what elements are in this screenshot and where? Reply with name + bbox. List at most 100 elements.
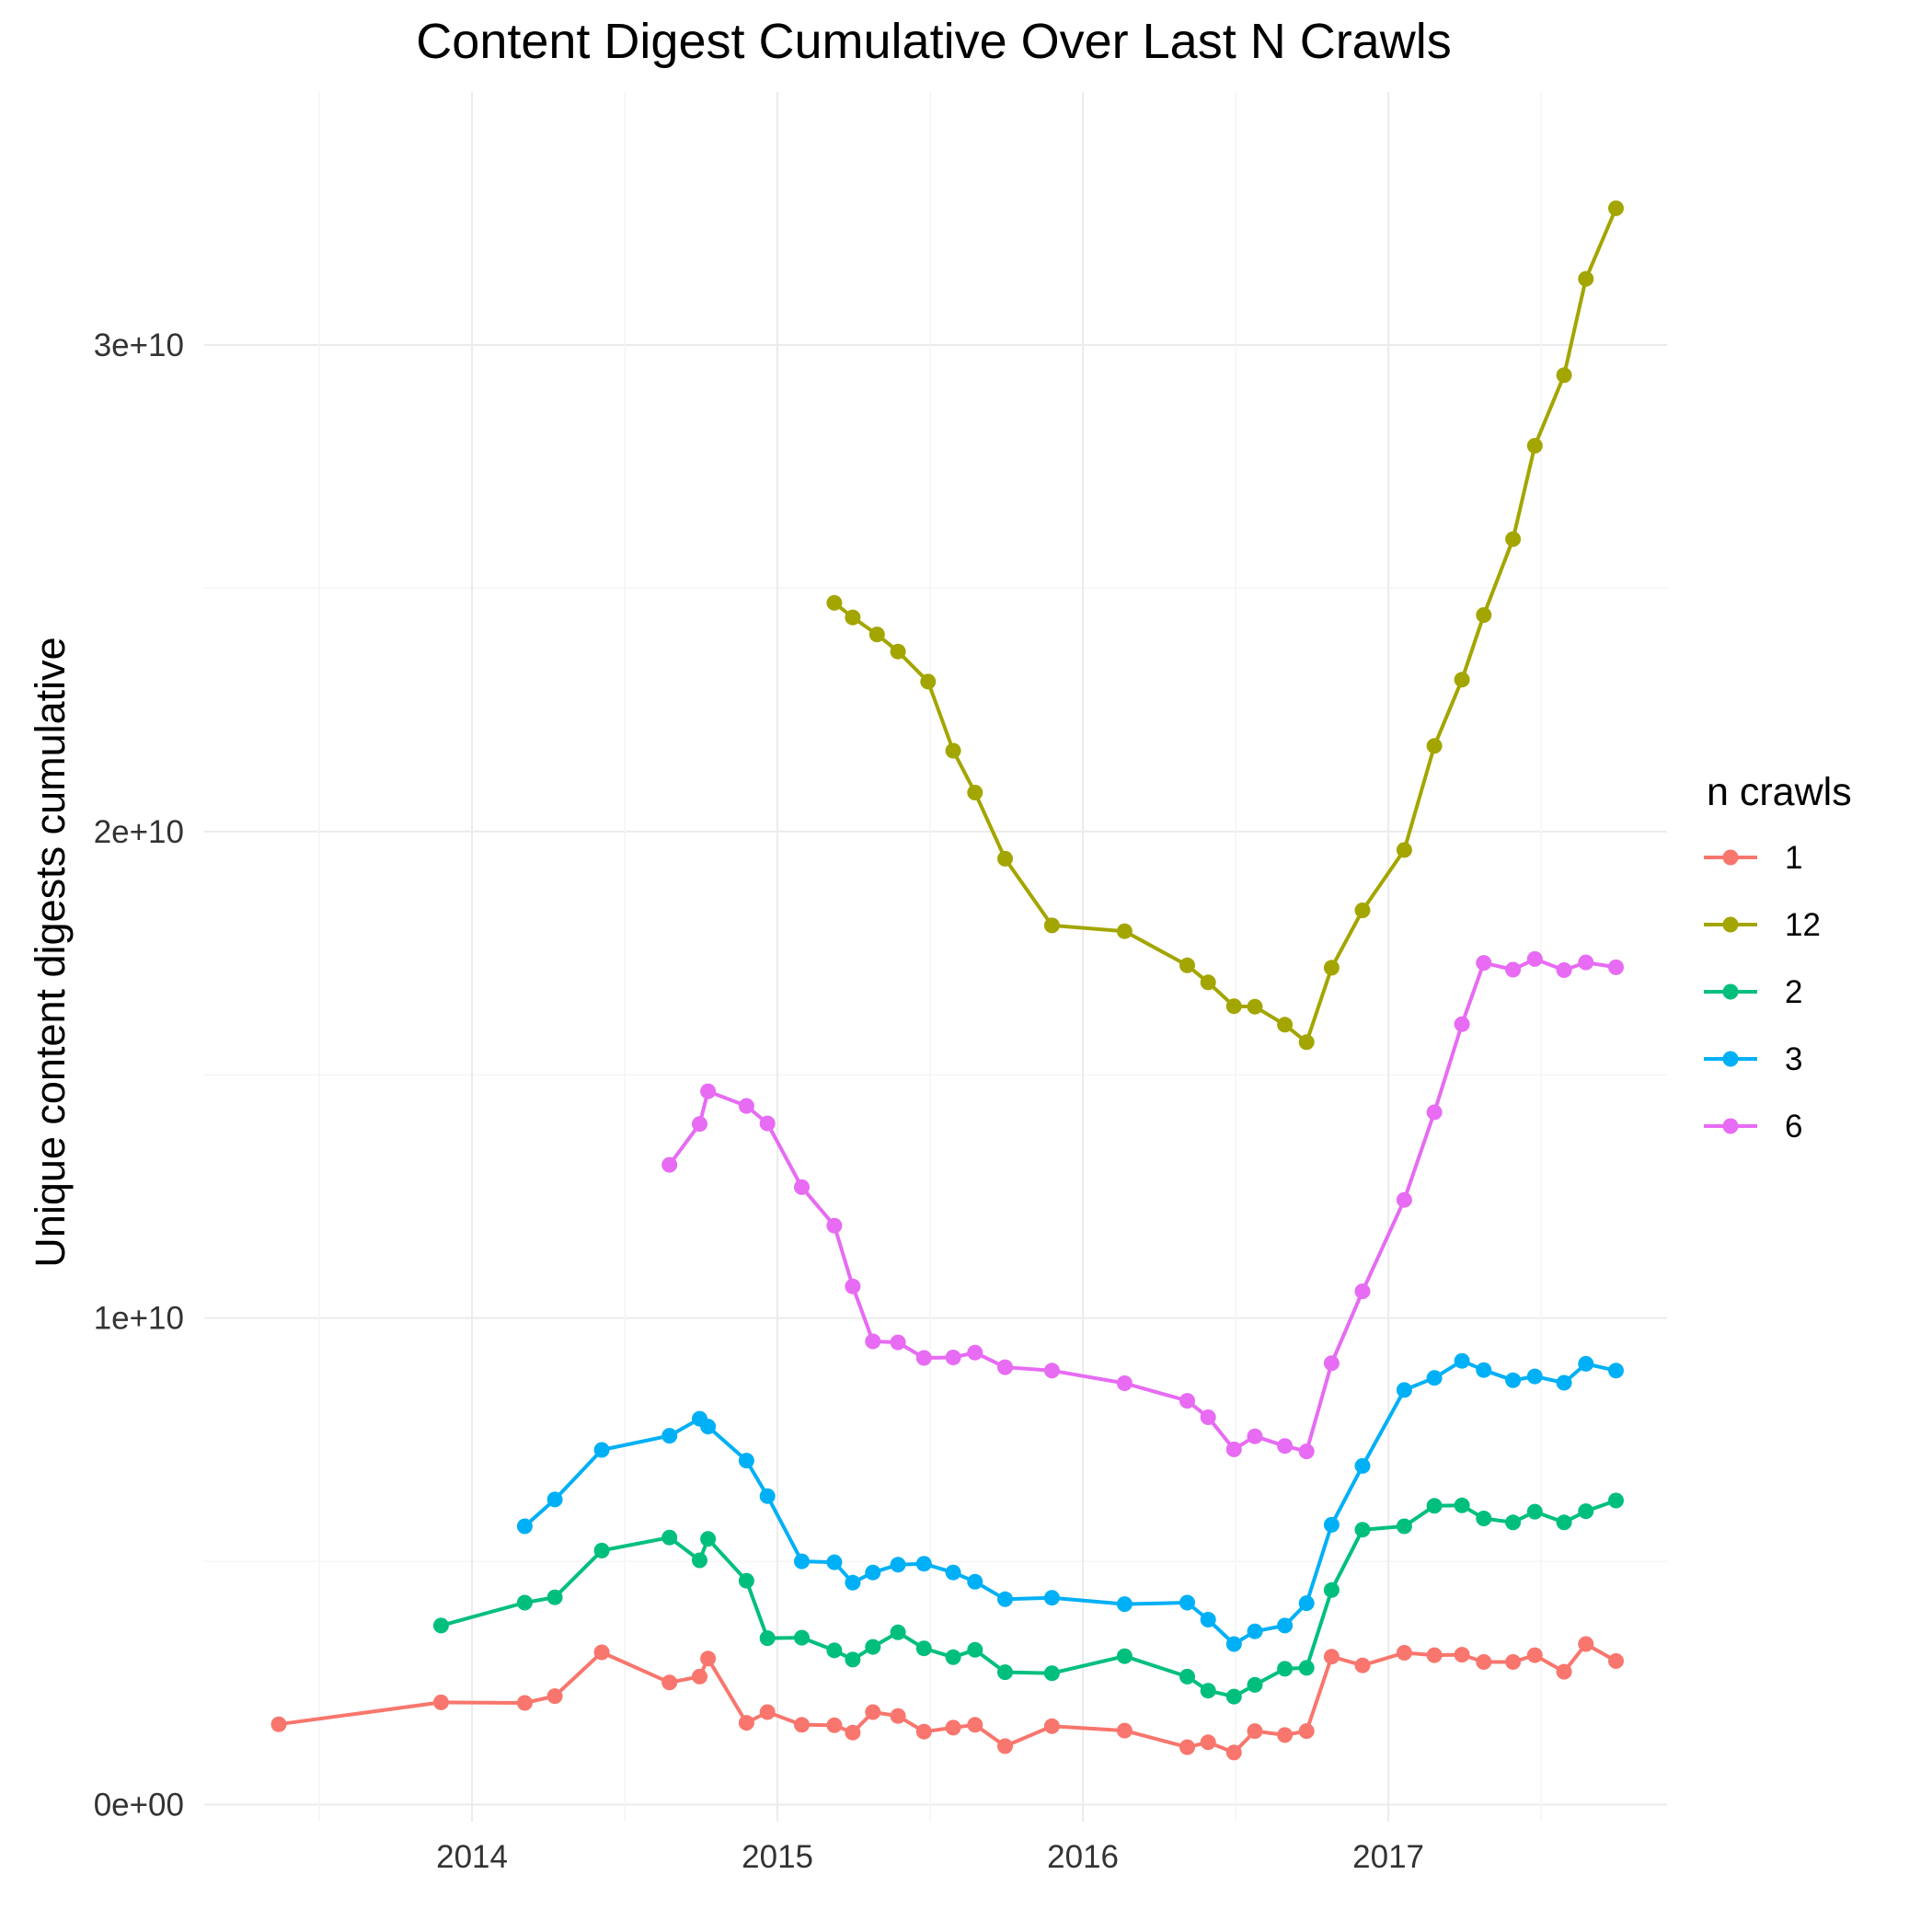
- data-point: [546, 1688, 563, 1705]
- data-point: [1225, 1441, 1242, 1457]
- data-point: [692, 1116, 707, 1133]
- data-point: [1116, 1648, 1133, 1664]
- data-point: [1200, 1734, 1216, 1751]
- data-point: [865, 1704, 881, 1720]
- data-point: [1526, 438, 1543, 454]
- data-point: [1323, 1649, 1340, 1665]
- data-point: [759, 1115, 776, 1132]
- data-point: [1200, 1409, 1216, 1425]
- x-tick-label: 2015: [742, 1839, 813, 1875]
- data-point: [1426, 738, 1443, 754]
- data-point: [1505, 1514, 1522, 1531]
- data-point: [1247, 1623, 1263, 1639]
- data-point: [432, 1617, 449, 1634]
- data-point: [1526, 1368, 1543, 1385]
- data-point: [1578, 1355, 1594, 1372]
- data-point: [1426, 1647, 1443, 1663]
- legend-label: 12: [1785, 907, 1821, 943]
- data-point: [661, 1529, 678, 1546]
- data-point: [890, 1708, 906, 1724]
- data-point: [700, 1419, 717, 1435]
- legend-point-key: [1722, 983, 1739, 1000]
- data-point: [661, 1156, 678, 1173]
- grid: [204, 92, 1667, 1822]
- data-point: [1454, 1647, 1470, 1663]
- data-point: [945, 1350, 961, 1365]
- data-point: [826, 1642, 843, 1659]
- data-point: [1043, 1363, 1060, 1379]
- data-point: [593, 1644, 610, 1661]
- data-point: [1578, 954, 1594, 971]
- data-point: [1608, 1363, 1624, 1379]
- data-point: [593, 1442, 610, 1458]
- data-point: [1354, 1457, 1371, 1474]
- data-point: [915, 1556, 932, 1572]
- data-point: [1179, 1668, 1195, 1685]
- x-tick-label: 2016: [1047, 1839, 1119, 1875]
- y-tick-label: 2e+10: [94, 814, 184, 850]
- x-tick-label: 2017: [1352, 1839, 1424, 1875]
- data-point: [1225, 1744, 1242, 1761]
- data-point: [516, 1594, 533, 1611]
- data-point: [794, 1553, 810, 1570]
- data-point: [1277, 1617, 1294, 1634]
- legend-point-key: [1722, 849, 1739, 866]
- data-point: [700, 1083, 717, 1099]
- data-point: [868, 627, 885, 643]
- data-point: [1426, 1498, 1443, 1514]
- data-point: [915, 1723, 932, 1740]
- data-point: [1298, 1723, 1315, 1740]
- data-point: [1043, 1665, 1060, 1682]
- data-point: [738, 1098, 754, 1114]
- series-layer: [270, 200, 1624, 1761]
- data-point: [270, 1716, 287, 1732]
- data-point: [661, 1428, 678, 1444]
- data-point: [738, 1572, 754, 1589]
- data-point: [794, 1629, 810, 1646]
- data-point: [865, 1333, 881, 1350]
- data-point: [826, 594, 843, 611]
- chart-title: Content Digest Cumulative Over Last N Cr…: [416, 14, 1451, 69]
- legend-item: 2: [1704, 974, 1802, 1010]
- y-tick-label: 1e+10: [94, 1301, 184, 1337]
- data-point: [1526, 1503, 1543, 1520]
- data-point: [1200, 1612, 1216, 1627]
- data-point: [1396, 1518, 1412, 1535]
- data-point: [1476, 955, 1492, 972]
- data-point: [1247, 998, 1263, 1015]
- data-point: [1323, 1355, 1340, 1372]
- data-point: [692, 1668, 707, 1685]
- data-point: [890, 1557, 906, 1573]
- data-point: [1247, 1428, 1263, 1444]
- data-point: [1476, 1511, 1492, 1526]
- data-point: [1277, 1661, 1294, 1677]
- y-axis-title: Unique content digests cumulative: [27, 637, 74, 1267]
- legend-item: 12: [1704, 907, 1821, 943]
- data-point: [1578, 1636, 1594, 1652]
- legend-label: 3: [1785, 1041, 1802, 1077]
- data-point: [1578, 270, 1594, 287]
- data-point: [1556, 367, 1572, 384]
- data-point: [997, 1591, 1013, 1607]
- data-point: [1116, 1375, 1133, 1391]
- data-point: [826, 1717, 843, 1733]
- data-point: [845, 1724, 861, 1741]
- data-point: [700, 1531, 717, 1547]
- data-point: [890, 643, 906, 660]
- data-point: [1396, 1191, 1412, 1208]
- legend-item: 6: [1704, 1109, 1802, 1144]
- data-point: [759, 1630, 776, 1647]
- legend-point-key: [1722, 1118, 1739, 1134]
- data-point: [1526, 950, 1543, 967]
- data-point: [1277, 1727, 1294, 1743]
- data-point: [997, 1359, 1013, 1375]
- data-point: [1354, 1522, 1371, 1538]
- data-point: [1323, 1516, 1340, 1533]
- data-point: [1426, 1370, 1443, 1386]
- legend-label: 2: [1785, 974, 1802, 1010]
- legend-item: 3: [1704, 1041, 1802, 1077]
- data-point: [1116, 923, 1133, 939]
- data-point: [1298, 1595, 1315, 1612]
